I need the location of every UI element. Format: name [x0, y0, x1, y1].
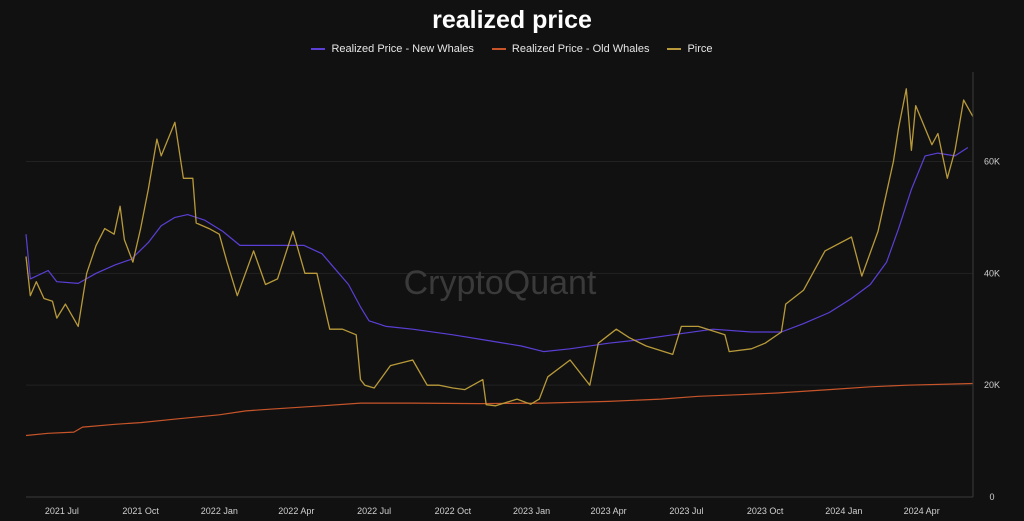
axes	[26, 72, 974, 498]
chart-legend: Realized Price - New Whales Realized Pri…	[0, 43, 1024, 55]
chart-title: realized price	[432, 6, 592, 34]
x-tick-label: 2024 Apr	[904, 506, 940, 516]
x-tick-label: 2024 Jan	[825, 506, 862, 516]
grid-lines	[26, 160, 973, 386]
watermark: CryptoQuant	[404, 264, 597, 302]
x-tick-label: 2022 Oct	[435, 506, 472, 516]
legend-swatch-new-whales	[311, 48, 326, 50]
y-tick-label: 20K	[984, 380, 1000, 390]
series-line-new-whales	[25, 146, 969, 353]
y-tick-label: 40K	[984, 268, 1000, 278]
x-tick-label: 2021 Oct	[122, 506, 159, 516]
x-tick-label: 2022 Jul	[357, 506, 391, 516]
x-tick-label: 2023 Oct	[747, 506, 784, 516]
series-layer	[25, 88, 974, 437]
legend-label-old-whales: Realized Price - Old Whales	[511, 43, 650, 55]
x-tick-label: 2023 Apr	[591, 506, 627, 516]
y-tick-label: 60K	[984, 156, 1000, 166]
legend-item-price[interactable]: Pirce	[667, 43, 713, 55]
y-tick-label: 0	[989, 492, 994, 502]
x-tick-label: 2023 Jan	[513, 506, 550, 516]
legend-label-new-whales: Realized Price - New Whales	[331, 43, 474, 55]
y-axis-ticks: 0 20K 40K 60K	[984, 156, 1000, 502]
legend-item-old-whales[interactable]: Realized Price - Old Whales	[491, 43, 650, 55]
x-tick-label: 2022 Jan	[201, 506, 238, 516]
x-tick-label: 2023 Jul	[669, 506, 703, 516]
series-line-price	[25, 88, 974, 407]
legend-label-price: Pirce	[687, 43, 713, 55]
x-tick-label: 2022 Apr	[278, 506, 314, 516]
x-tick-label: 2021 Jul	[45, 506, 79, 516]
legend-item-new-whales[interactable]: Realized Price - New Whales	[311, 43, 474, 55]
legend-swatch-old-whales	[491, 48, 506, 50]
legend-swatch-price	[667, 48, 682, 50]
series-line-old-whales	[25, 382, 974, 437]
x-axis-ticks: 2021 Jul 2021 Oct 2022 Jan 2022 Apr 2022 Jul…	[45, 506, 940, 516]
